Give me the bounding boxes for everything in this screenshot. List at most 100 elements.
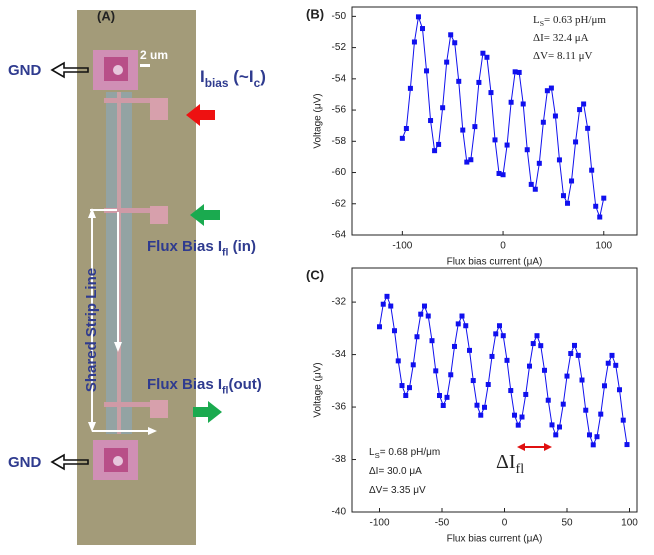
data-point xyxy=(577,107,583,113)
flux-out-label-part: Flux Bias I xyxy=(147,376,222,393)
y-tick-label: -58 xyxy=(332,136,347,147)
trace xyxy=(104,208,152,213)
trace xyxy=(104,402,152,407)
data-point xyxy=(553,432,559,438)
flux-in-label: Flux Bias Ifl (in) xyxy=(147,238,256,258)
data-point xyxy=(493,331,499,337)
y-tick-label: -64 xyxy=(332,230,347,241)
data-point xyxy=(552,113,558,119)
data-point xyxy=(532,186,538,192)
data-point xyxy=(620,417,626,423)
data-point xyxy=(560,193,566,199)
data-point xyxy=(500,172,506,178)
y-axis-label: Voltage (μV) xyxy=(313,362,324,417)
data-point xyxy=(524,147,530,153)
bias-label-part: (~I xyxy=(229,67,254,86)
x-tick-label: 0 xyxy=(500,241,506,252)
data-point xyxy=(508,388,514,394)
strip-arrows xyxy=(88,208,157,435)
data-point xyxy=(617,387,622,393)
data-point xyxy=(403,125,409,131)
bias-label-part: I xyxy=(200,67,205,86)
data-point xyxy=(500,333,506,339)
data-point xyxy=(530,341,536,347)
x-tick-label: 0 xyxy=(502,518,508,529)
data-point xyxy=(377,324,382,330)
data-point xyxy=(470,378,476,384)
data-point xyxy=(542,367,547,373)
data-point xyxy=(440,402,446,408)
x-tick-label: -50 xyxy=(435,518,450,529)
data-point xyxy=(601,195,607,201)
flux-in-arrow xyxy=(190,204,220,226)
flux-in-label-part: Flux Bias I xyxy=(147,238,222,255)
annotation: ΔI= 30.0 μA xyxy=(369,466,422,477)
data-point xyxy=(605,360,611,366)
data-point xyxy=(414,334,420,340)
data-point xyxy=(485,381,491,387)
data-point xyxy=(602,383,607,389)
y-tick-label: -60 xyxy=(332,167,347,178)
y-tick-label: -32 xyxy=(332,297,347,308)
data-point xyxy=(585,125,591,131)
panel-label: (B) xyxy=(306,6,324,21)
flux-in-label-sub: fl xyxy=(222,246,228,258)
data-point xyxy=(464,159,470,165)
data-point xyxy=(388,303,394,309)
data-point xyxy=(545,397,551,403)
flux-out-arrow xyxy=(193,401,222,423)
scale-bar xyxy=(140,64,150,67)
data-point xyxy=(504,357,510,363)
data-point xyxy=(384,293,390,299)
pad xyxy=(150,400,168,418)
bias-arrow xyxy=(186,104,215,126)
data-point xyxy=(476,79,482,85)
plot-frame xyxy=(351,6,638,236)
bias-label: Ibias (~Ic) xyxy=(200,67,266,90)
data-point xyxy=(572,342,577,348)
data-line xyxy=(379,295,628,447)
data-point xyxy=(395,358,401,364)
bias-label-sub: bias xyxy=(205,76,229,90)
flux-out-label-sub: fl xyxy=(222,384,228,396)
y-tick-label: -54 xyxy=(332,73,347,84)
data-point xyxy=(482,404,487,410)
x-tick-label: 50 xyxy=(561,518,573,529)
y-tick-label: -62 xyxy=(332,198,347,209)
data-point xyxy=(407,85,413,91)
data-point xyxy=(448,372,454,378)
data-point xyxy=(587,432,592,438)
data-point xyxy=(564,373,570,379)
annotation-part: L xyxy=(533,14,540,26)
data-point xyxy=(544,88,550,94)
data-point xyxy=(556,157,562,163)
period-label-sub: fl xyxy=(516,462,525,477)
data-point xyxy=(399,135,405,141)
annotation: ΔV= 8.11 μV xyxy=(533,50,592,62)
data-point xyxy=(452,40,458,46)
y-tick-label: -56 xyxy=(332,105,347,116)
trace xyxy=(104,98,152,103)
y-tick-label: -38 xyxy=(332,454,347,465)
data-point xyxy=(422,303,427,309)
data-point xyxy=(581,101,587,107)
data-point xyxy=(410,362,416,368)
data-point xyxy=(504,142,510,148)
data-point xyxy=(474,402,480,408)
plot-frame xyxy=(351,267,638,513)
data-point xyxy=(536,160,542,166)
data-point xyxy=(512,69,518,75)
data-point xyxy=(548,85,554,91)
panel-label: (C) xyxy=(306,267,324,282)
data-point xyxy=(489,353,495,359)
gnd-arrows xyxy=(50,61,89,471)
data-point xyxy=(480,50,486,56)
annotation-sub: S xyxy=(375,451,380,460)
data-point xyxy=(520,101,526,107)
gnd-label: GND xyxy=(8,62,42,79)
data-point xyxy=(448,32,454,38)
annotation: ΔI= 32.4 μA xyxy=(533,32,589,44)
data-point xyxy=(496,170,502,176)
data-point xyxy=(609,352,615,358)
panel-label: (A) xyxy=(97,8,115,23)
